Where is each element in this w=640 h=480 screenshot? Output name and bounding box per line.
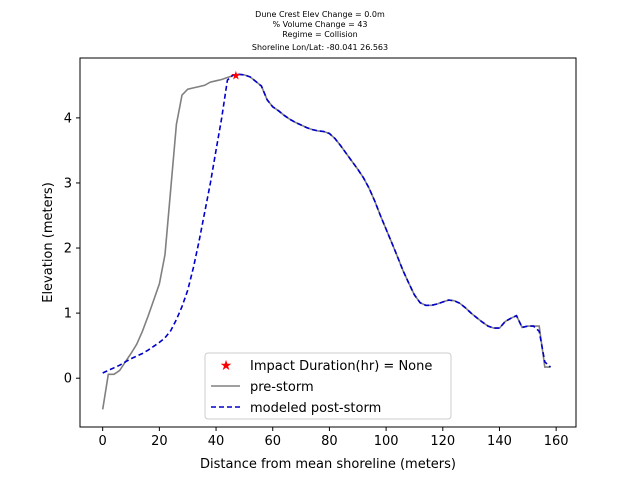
y-tick-label-4: 4 bbox=[64, 111, 72, 126]
title-line-1: Dune Crest Elev Change = 0.0m bbox=[255, 10, 385, 19]
legend-box bbox=[204, 352, 452, 420]
title-line-2: % Volume Change = 43 bbox=[272, 20, 367, 29]
axis-ticks: 0 20 40 60 80 100 120 140 160 0 1 2 3 4 bbox=[64, 111, 569, 449]
y-tick-label-2: 2 bbox=[64, 242, 72, 257]
series-line-post-storm bbox=[102, 73, 552, 374]
title-line-4: Shoreline Lon/Lat: -80.041 26.563 bbox=[252, 43, 388, 52]
y-tick-label-1: 1 bbox=[64, 307, 72, 322]
legend-label-impact: Impact Duration(hr) = None bbox=[250, 359, 432, 374]
x-tick-label-8: 160 bbox=[544, 434, 569, 449]
impact-star-marker: ★ bbox=[231, 68, 242, 82]
chart-title: Dune Crest Elev Change = 0.0m % Volume C… bbox=[252, 10, 388, 52]
legend-label-pre-storm: pre-storm bbox=[250, 380, 314, 395]
legend-star-marker: ★ bbox=[220, 358, 233, 374]
x-tick-label-7: 140 bbox=[487, 434, 512, 449]
x-tick-label-5: 100 bbox=[374, 434, 399, 449]
legend: ★ Impact Duration(hr) = None pre-storm m… bbox=[204, 352, 452, 420]
plot-frame bbox=[79, 57, 577, 428]
y-tick-label-3: 3 bbox=[64, 176, 72, 191]
y-tick-label-0: 0 bbox=[64, 372, 72, 387]
x-tick-label-4: 80 bbox=[321, 434, 338, 449]
plot-area: ★ bbox=[101, 68, 552, 410]
x-tick-label-3: 60 bbox=[264, 434, 281, 449]
x-tick-label-0: 0 bbox=[99, 434, 107, 449]
x-tick-label-6: 120 bbox=[430, 434, 455, 449]
title-line-3: Regime = Collision bbox=[282, 30, 357, 39]
y-axis-label: Elevation (meters) bbox=[41, 182, 56, 303]
x-tick-label-2: 40 bbox=[208, 434, 225, 449]
legend-label-post-storm: modeled post-storm bbox=[250, 401, 381, 416]
x-axis-label: Distance from mean shoreline (meters) bbox=[200, 457, 456, 472]
x-tick-label-1: 20 bbox=[151, 434, 168, 449]
